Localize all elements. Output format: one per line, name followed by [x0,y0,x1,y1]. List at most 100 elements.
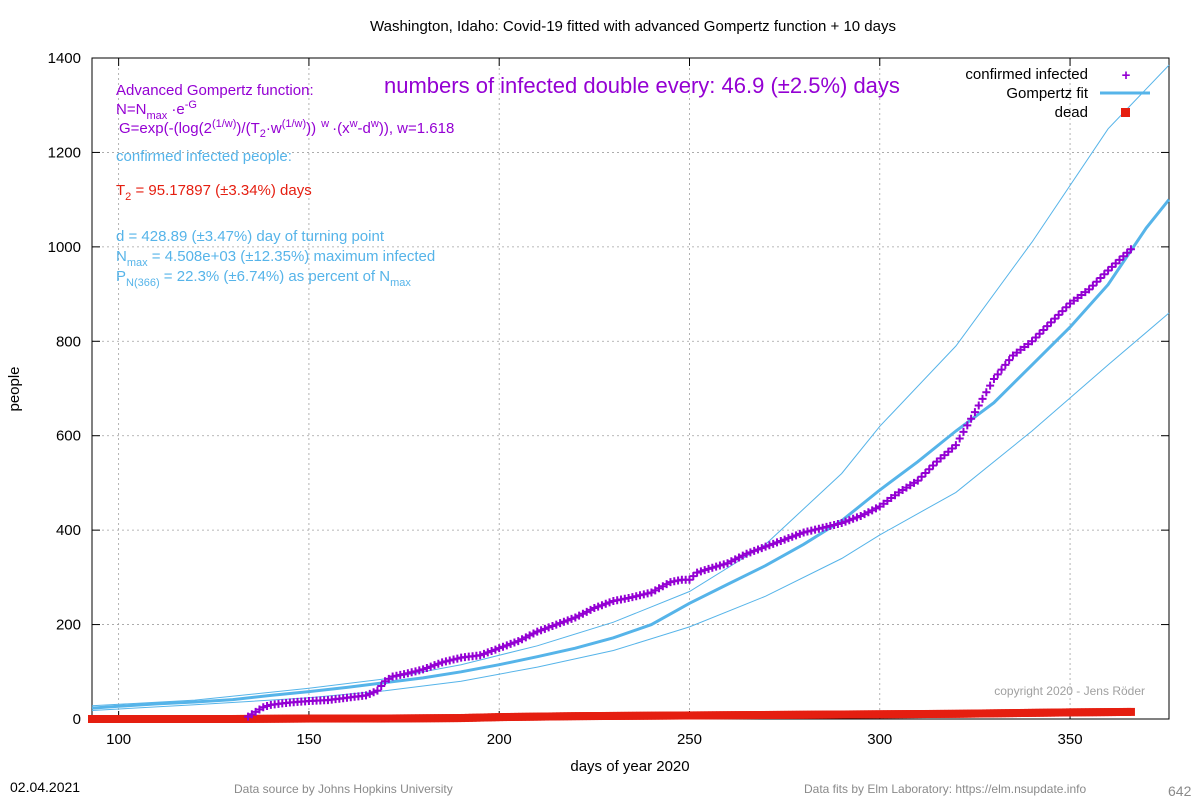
confirmed-point [1050,314,1059,323]
confirmed-people-label: confirmed infected people: [116,148,292,165]
confirmed-point [537,626,546,635]
confirmed-point [533,627,542,636]
confirmed-point [1028,337,1036,346]
t2-value: T2 = 95.17897 (±3.34%) days [116,182,312,203]
y-tick-label: 800 [56,333,81,350]
confirmed-point [263,702,272,711]
chart-points [88,245,1135,723]
confirmed-point [921,469,930,478]
legend-dead-label: dead [1055,104,1088,121]
confirmed-point [601,599,610,608]
legend-confirmed-label: confirmed infected [965,66,1088,83]
y-tick-label: 200 [56,617,81,634]
confirmed-point [259,703,268,712]
confirmed-point [925,465,934,474]
confirmed-point [430,661,439,670]
confirmed-point [1039,325,1048,334]
confirmed-point [605,598,614,607]
confirmed-point [499,642,508,651]
confirmed-point [502,641,511,650]
confirmed-point [559,617,568,626]
confirmed-point [552,620,561,629]
y-tick-label: 1000 [48,239,81,256]
confirmed-point [1100,270,1109,279]
confirmed-point [708,563,717,572]
covid-chart: Washington, Idaho: Covid-19 fitted with … [6,18,1171,775]
confirmed-point [1088,281,1097,290]
footer-source: Data source by Johns Hopkins University [234,782,453,796]
confirmed-point [419,665,428,674]
confirmed-point [784,534,793,543]
confirmed-point [556,619,565,628]
confirmed-point [951,441,960,450]
confirmed-point [967,414,976,423]
x-tick-label: 200 [487,731,512,748]
confirmed-point [963,421,972,430]
confirmed-point [704,564,713,573]
confirmed-point [780,535,789,544]
confirmed-point [1001,360,1010,369]
confirmed-point [841,517,850,526]
chart-title: Washington, Idaho: Covid-19 fitted with … [370,18,896,35]
confirmed-point [700,566,709,575]
footer-number: 642 [1168,783,1192,799]
confirmed-point [765,541,774,550]
x-tick-label: 150 [296,731,321,748]
y-axis-label: people [6,366,23,411]
confirmed-point [365,689,374,698]
chart-grid [92,58,1169,719]
y-tick-label: 0 [73,711,81,728]
legend: confirmed infected + Gompertz fit dead [965,66,1150,121]
turning-point: d = 428.89 (±3.47%) day of turning point [116,228,385,245]
bound-line [91,64,1170,707]
nmax-value: Nmax = 4.508e+03 (±12.35%) maximum infec… [116,248,435,269]
confirmed-point [594,602,603,611]
confirmed-point [1031,333,1040,342]
confirmed-point [1096,274,1105,283]
confirmed-point [1085,285,1094,294]
confirmed-point [753,545,762,554]
confirmed-point [362,691,371,700]
confirmed-point [917,472,926,481]
confirmed-point [792,531,801,540]
footer-date: 02.04.2021 [10,779,81,795]
legend-fit-label: Gompertz fit [1006,85,1089,102]
y-tick-label: 400 [56,522,81,539]
confirmed-point [742,549,751,558]
confirmed-point [1035,329,1044,338]
confirmed-point [422,664,431,673]
confirmed-point [761,542,770,551]
confirmed-point [982,388,991,397]
confirmed-point [1005,356,1014,365]
g-equation: G=exp(-(log(2(1/w))/(T2·w(1/w))) w ·(xw-dw… [119,118,454,140]
confirmed-point [959,427,968,436]
confirmed-point [989,375,998,384]
confirmed-point [715,561,724,570]
confirmed-point [426,662,435,671]
confirmed-point [913,476,922,485]
confirmed-point [1092,277,1101,286]
dead-point [1126,707,1135,716]
legend-dead-marker [1121,108,1130,117]
confirmed-point [769,539,778,548]
confirmed-point [1058,307,1067,316]
confirmed-point [757,544,766,553]
doubling-headline: numbers of infected double every: 46.9 (… [384,73,900,98]
confirmed-point [773,538,782,547]
y-tick-label: 1400 [48,50,81,67]
confirmed-point [997,365,1006,374]
confirmed-point [746,548,755,557]
confirmed-point [491,645,500,654]
confirmed-point [377,681,386,690]
x-tick-label: 350 [1058,731,1083,748]
legend-confirmed-marker: + [1122,67,1131,84]
confirmed-point [1047,318,1056,327]
gompertz-title: Advanced Gompertz function: [116,82,314,99]
confirmed-point [1054,310,1063,319]
copyright-note: copyright 2020 - Jens Röder [994,684,1145,698]
confirmed-point [1126,245,1135,254]
confirmed-point [719,560,728,569]
confirmed-point [986,381,995,390]
confirmed-point [929,461,938,470]
confirmed-point [544,623,553,632]
